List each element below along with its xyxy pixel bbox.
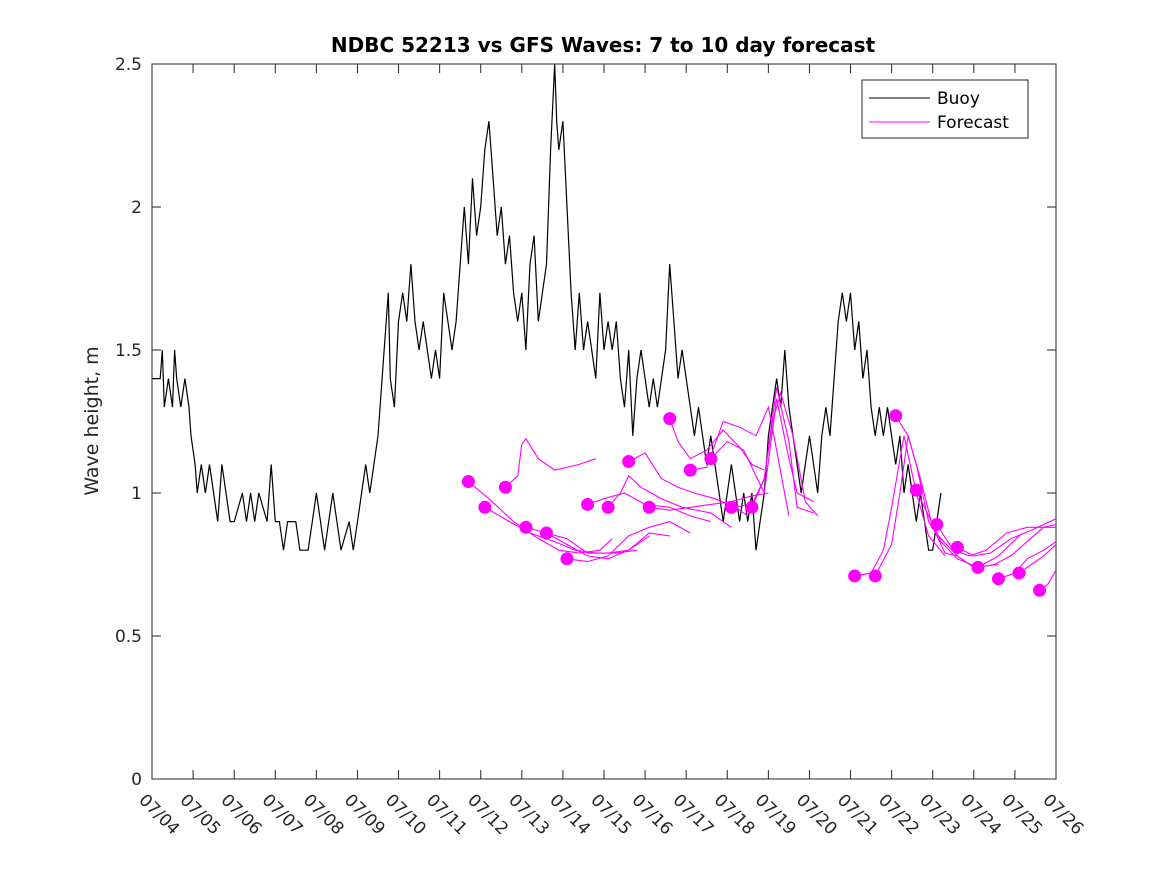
x-tick-label: 07/19 — [751, 790, 800, 839]
x-tick-label: 07/20 — [792, 790, 841, 839]
forecast-line — [484, 506, 637, 554]
legend-box — [861, 79, 1029, 139]
forecast-start-point — [1012, 566, 1026, 580]
legend: Buoy Forecast — [861, 79, 1029, 139]
forecast-line — [957, 518, 1057, 557]
forecast-start-point — [930, 517, 944, 531]
forecast-start-point — [601, 500, 615, 514]
x-tick-label: 07/22 — [874, 790, 923, 839]
y-tick-label: 2.5 — [115, 55, 142, 75]
x-tick-label: 07/17 — [669, 790, 718, 839]
forecast-line — [751, 390, 819, 517]
y-tick-label: 0.5 — [115, 627, 142, 647]
x-tick-label: 07/05 — [176, 790, 225, 839]
x-tick-label: 07/12 — [463, 790, 512, 839]
buoy-line — [152, 63, 942, 551]
x-tick-label: 07/21 — [833, 790, 882, 839]
plot-frame — [151, 63, 1057, 780]
forecast-start-point — [868, 569, 882, 583]
x-tick-label: 07/09 — [340, 790, 389, 839]
forecast-start-point — [704, 452, 718, 466]
forecast-line — [710, 398, 814, 503]
legend-forecast-label: Forecast — [937, 113, 1009, 133]
x-tick-label: 07/07 — [258, 790, 307, 839]
plot-area: 00.511.522.507/0407/0507/0607/0707/0807/… — [115, 55, 1087, 839]
y-tick-label: 1 — [131, 484, 142, 504]
forecast-start-point — [1033, 583, 1047, 597]
forecast-line — [546, 532, 670, 560]
legend-buoy-label: Buoy — [937, 89, 980, 109]
forecast-start-point — [724, 500, 738, 514]
forecast-start-point — [889, 409, 903, 423]
series-layer — [152, 63, 1057, 597]
x-tick-label: 07/08 — [299, 790, 348, 839]
x-tick-label: 07/15 — [586, 790, 635, 839]
forecast-start-point — [663, 412, 677, 426]
forecast-line — [895, 415, 999, 568]
forecast-start-point — [622, 455, 636, 469]
forecast-line — [505, 437, 596, 488]
forecast-line — [468, 481, 613, 554]
forecast-start-point — [745, 500, 759, 514]
y-tick-label: 1.5 — [115, 341, 142, 361]
x-tick-label: 07/25 — [997, 790, 1046, 839]
forecast-start-point — [461, 475, 475, 489]
forecast-start-point — [909, 483, 923, 497]
forecast-start-point — [519, 520, 533, 534]
x-tick-label: 07/06 — [217, 790, 266, 839]
x-tick-label: 07/13 — [504, 790, 553, 839]
x-tick-label: 07/04 — [134, 790, 183, 839]
x-tick-label: 07/14 — [545, 790, 594, 839]
forecast-start-point — [539, 526, 553, 540]
forecast-start-point — [971, 560, 985, 574]
forecast-line — [854, 435, 946, 577]
forecast-start-point — [478, 500, 492, 514]
x-tick-label: 07/23 — [915, 790, 964, 839]
x-tick-label: 07/24 — [956, 790, 1005, 839]
forecast-line — [998, 541, 1057, 580]
forecast-start-point — [950, 540, 964, 554]
forecast-start-point — [683, 463, 697, 477]
x-tick-label: 07/16 — [628, 790, 677, 839]
forecast-start-point — [498, 480, 512, 494]
y-axis-label: Wave height, m — [81, 346, 103, 495]
y-tick-label: 0 — [131, 770, 142, 790]
y-tick-label: 2 — [131, 198, 142, 218]
chart-title: NDBC 52213 vs GFS Waves: 7 to 10 day for… — [331, 33, 876, 57]
forecast-line — [566, 521, 691, 563]
x-tick-label: 07/26 — [1038, 790, 1087, 839]
forecast-line — [915, 489, 1020, 569]
x-tick-label: 07/10 — [381, 790, 430, 839]
forecast-start-point — [991, 572, 1005, 586]
forecast-start-point — [642, 500, 656, 514]
x-tick-label: 07/11 — [422, 790, 471, 839]
forecast-line — [1018, 544, 1057, 574]
forecast-start-point — [581, 497, 595, 511]
forecast-line — [649, 492, 769, 511]
forecast-line — [977, 523, 1057, 568]
forecast-line — [669, 418, 765, 471]
forecast-start-point — [848, 569, 862, 583]
forecast-start-point — [560, 552, 574, 566]
forecast-line — [607, 474, 732, 528]
x-tick-label: 07/18 — [710, 790, 759, 839]
